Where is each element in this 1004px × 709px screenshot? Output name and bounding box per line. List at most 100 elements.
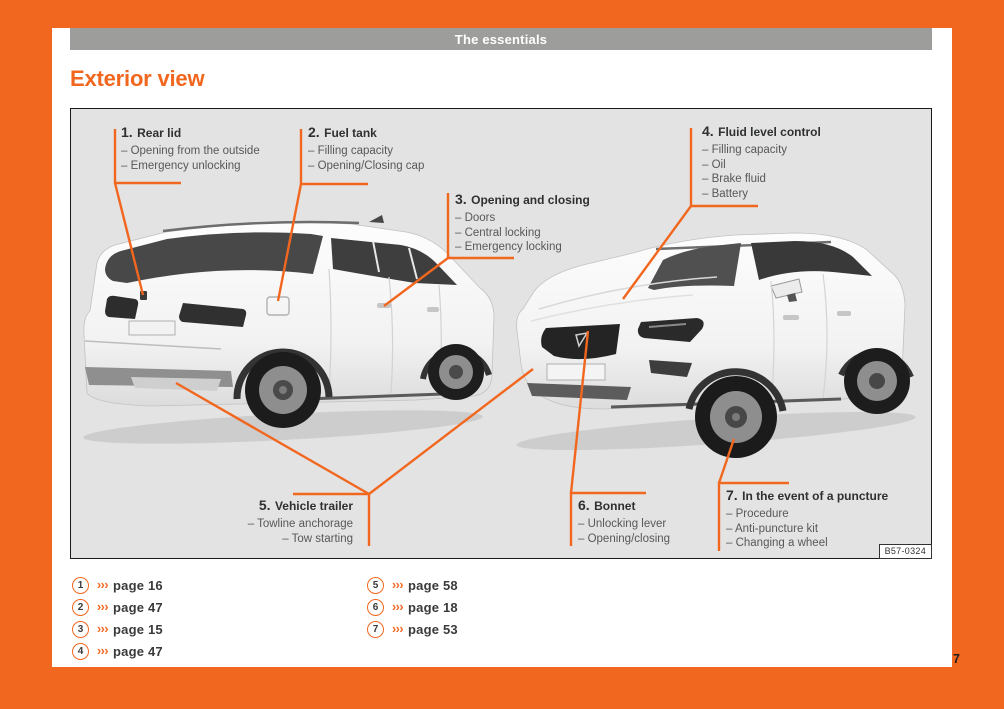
taillight-right [179, 303, 247, 327]
page-reference-row: 6 ››› page 18 [367, 596, 458, 618]
legend-ref-number: 3 [72, 620, 89, 638]
callout-title: Opening and closing [471, 193, 590, 207]
chapter-title: The essentials [454, 31, 548, 47]
callout-connector-lines [113, 128, 789, 551]
figure-code-label: B57-0324 [878, 544, 932, 559]
page-ref-arrow: ››› [97, 644, 109, 658]
callout-title: Vehicle trailer [274, 499, 353, 513]
side-windows [751, 241, 872, 280]
page-reference-row: 2 ››› page 47 [72, 596, 163, 618]
page-reference-list-left: 1 ››› page 16 2 ››› page 47 3 ››› page 1… [72, 574, 163, 662]
callout-opening-and-closing: 3. Opening and closing – Doors – Central… [455, 191, 590, 255]
chapter-header-bar: The essentials [70, 28, 932, 50]
callout-vehicle-trailer: 5. Vehicle trailer – Towline anchorage –… [197, 497, 353, 546]
rear-wheel [245, 352, 321, 428]
callout-number: 5. [258, 497, 271, 513]
front-license-plate [546, 363, 606, 381]
callout-item: – Central locking [455, 226, 541, 239]
callout-title: Bonnet [594, 499, 636, 513]
callout-title: Fluid level control [718, 125, 821, 139]
page-reference-row: 7 ››› page 53 [367, 618, 458, 640]
legend-ref-number: 7 [367, 620, 384, 638]
callout-number: 7. [726, 487, 738, 503]
figure-panel: 1. Rear lid – Opening from the outside –… [70, 108, 932, 559]
page-ref-label: page 15 [113, 621, 163, 637]
callout-fuel-tank: 2. Fuel tank – Filling capacity – Openin… [308, 124, 424, 173]
page-ref-arrow: ››› [97, 600, 109, 614]
legend-ref-number: 4 [72, 642, 89, 660]
callout-item: – Procedure [726, 508, 789, 520]
page-ref-label: page 18 [408, 599, 458, 615]
callout-title: Fuel tank [324, 126, 377, 140]
page-ref-label: page 47 [113, 599, 163, 615]
callout-number: 2. [308, 124, 320, 140]
page-ref-arrow: ››› [97, 578, 109, 592]
callout-item: – Emergency locking [455, 241, 562, 253]
callout-item: – Opening/closing [578, 532, 671, 545]
callout-item: – Towline anchorage [247, 518, 353, 530]
page-reference-row: 4 ››› page 47 [72, 640, 163, 662]
page-reference-list-right: 5 ››› page 58 6 ››› page 18 7 ››› page 5… [367, 574, 458, 640]
legend-ref-number: 5 [367, 576, 384, 594]
page-reference-row: 5 ››› page 58 [367, 574, 458, 596]
exterior-view-figure [83, 128, 916, 551]
callout-item: – Emergency unlocking [121, 159, 241, 172]
rear-window [105, 232, 323, 283]
legend-ref-number: 6 [367, 598, 384, 616]
legend-ref-number: 2 [72, 598, 89, 616]
page-number: 7 [953, 652, 960, 666]
callout-item: – Changing a wheel [726, 537, 828, 549]
page-ref-arrow: ››› [97, 622, 109, 636]
callout-number: 4. [702, 123, 714, 139]
callout-rear-lid: 1. Rear lid – Opening from the outside –… [121, 124, 260, 173]
callout-item: – Battery [702, 187, 749, 200]
page-ref-label: page 16 [113, 577, 163, 593]
page-reference-row: 3 ››› page 15 [72, 618, 163, 640]
callout-item: – Anti-puncture kit [726, 522, 819, 535]
callout-item: – Tow starting [282, 532, 353, 545]
callout-item: – Opening/Closing cap [308, 159, 425, 172]
callout-item: – Unlocking lever [578, 518, 667, 530]
brand-badge [575, 331, 589, 348]
rear-license-plate [128, 320, 176, 336]
callout-number: 3. [455, 191, 467, 207]
page-ref-arrow: ››› [392, 622, 404, 636]
rear-wheel [844, 348, 910, 414]
callout-item: – Filling capacity [702, 144, 788, 156]
side-windows [331, 238, 457, 285]
front-wheel [695, 376, 777, 458]
callout-item: – Opening from the outside [121, 145, 260, 157]
callout-item: – Oil [702, 158, 726, 171]
car-front-three-quarter-view [516, 232, 916, 458]
grille [541, 324, 620, 360]
content-sheet: The essentials Exterior view [52, 28, 952, 667]
page-ref-label: page 47 [113, 643, 163, 659]
page-title: Exterior view [70, 66, 205, 91]
windscreen [648, 243, 741, 290]
door-handle [783, 315, 799, 320]
page-ref-label: page 53 [408, 621, 458, 637]
page-ref-label: page 58 [408, 577, 458, 593]
callout-title: Rear lid [137, 126, 182, 140]
callout-bonnet: 6. Bonnet – Unlocking lever – Opening/cl… [578, 497, 670, 546]
air-intake [527, 383, 631, 400]
car-rear-three-quarter-view [83, 215, 495, 444]
roof-antenna [369, 215, 384, 223]
taillight-left [105, 295, 139, 319]
page-reference-row: 1 ››› page 16 [72, 574, 163, 596]
callout-puncture: 7. In the event of a puncture – Procedur… [726, 487, 888, 551]
callout-number: 1. [121, 124, 133, 140]
callout-item: – Doors [455, 212, 496, 224]
callout-item: – Filling capacity [308, 145, 394, 157]
legend-ref-number: 1 [72, 576, 89, 594]
callout-item: – Brake fluid [702, 173, 766, 185]
callout-fluid-level-control: 4. Fluid level control – Filling capacit… [702, 123, 821, 201]
front-wheel [428, 344, 484, 400]
fog-light [649, 360, 692, 377]
page-ref-arrow: ››› [392, 578, 404, 592]
callout-title: In the event of a puncture [742, 489, 889, 503]
page-ref-arrow: ››› [392, 600, 404, 614]
headlight [637, 318, 704, 342]
callout-number: 6. [578, 497, 590, 513]
